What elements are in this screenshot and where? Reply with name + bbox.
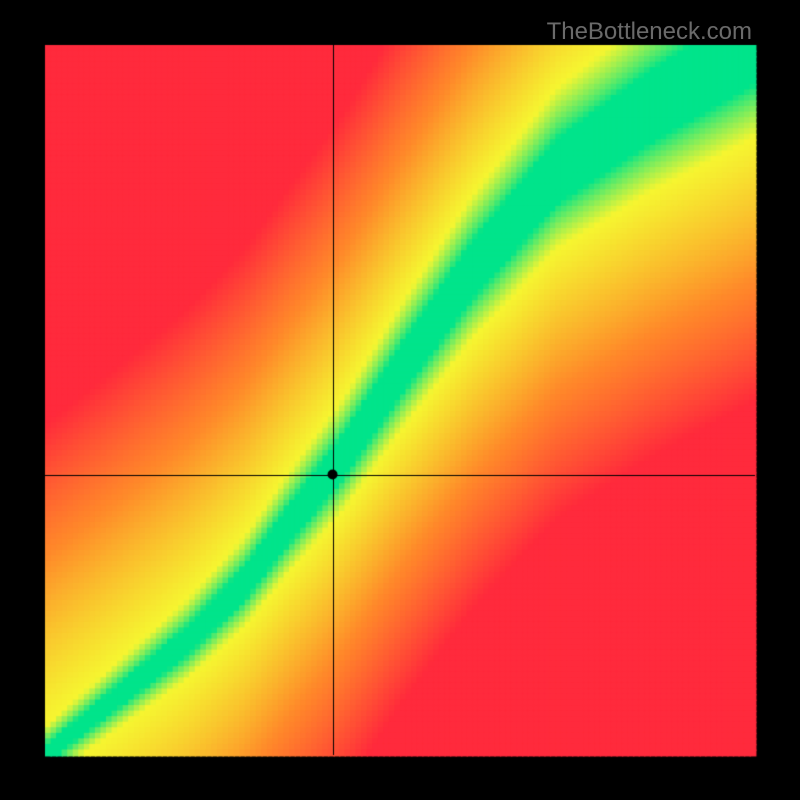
watermark-text: TheBottleneck.com	[547, 18, 752, 46]
bottleneck-heatmap	[0, 0, 800, 800]
